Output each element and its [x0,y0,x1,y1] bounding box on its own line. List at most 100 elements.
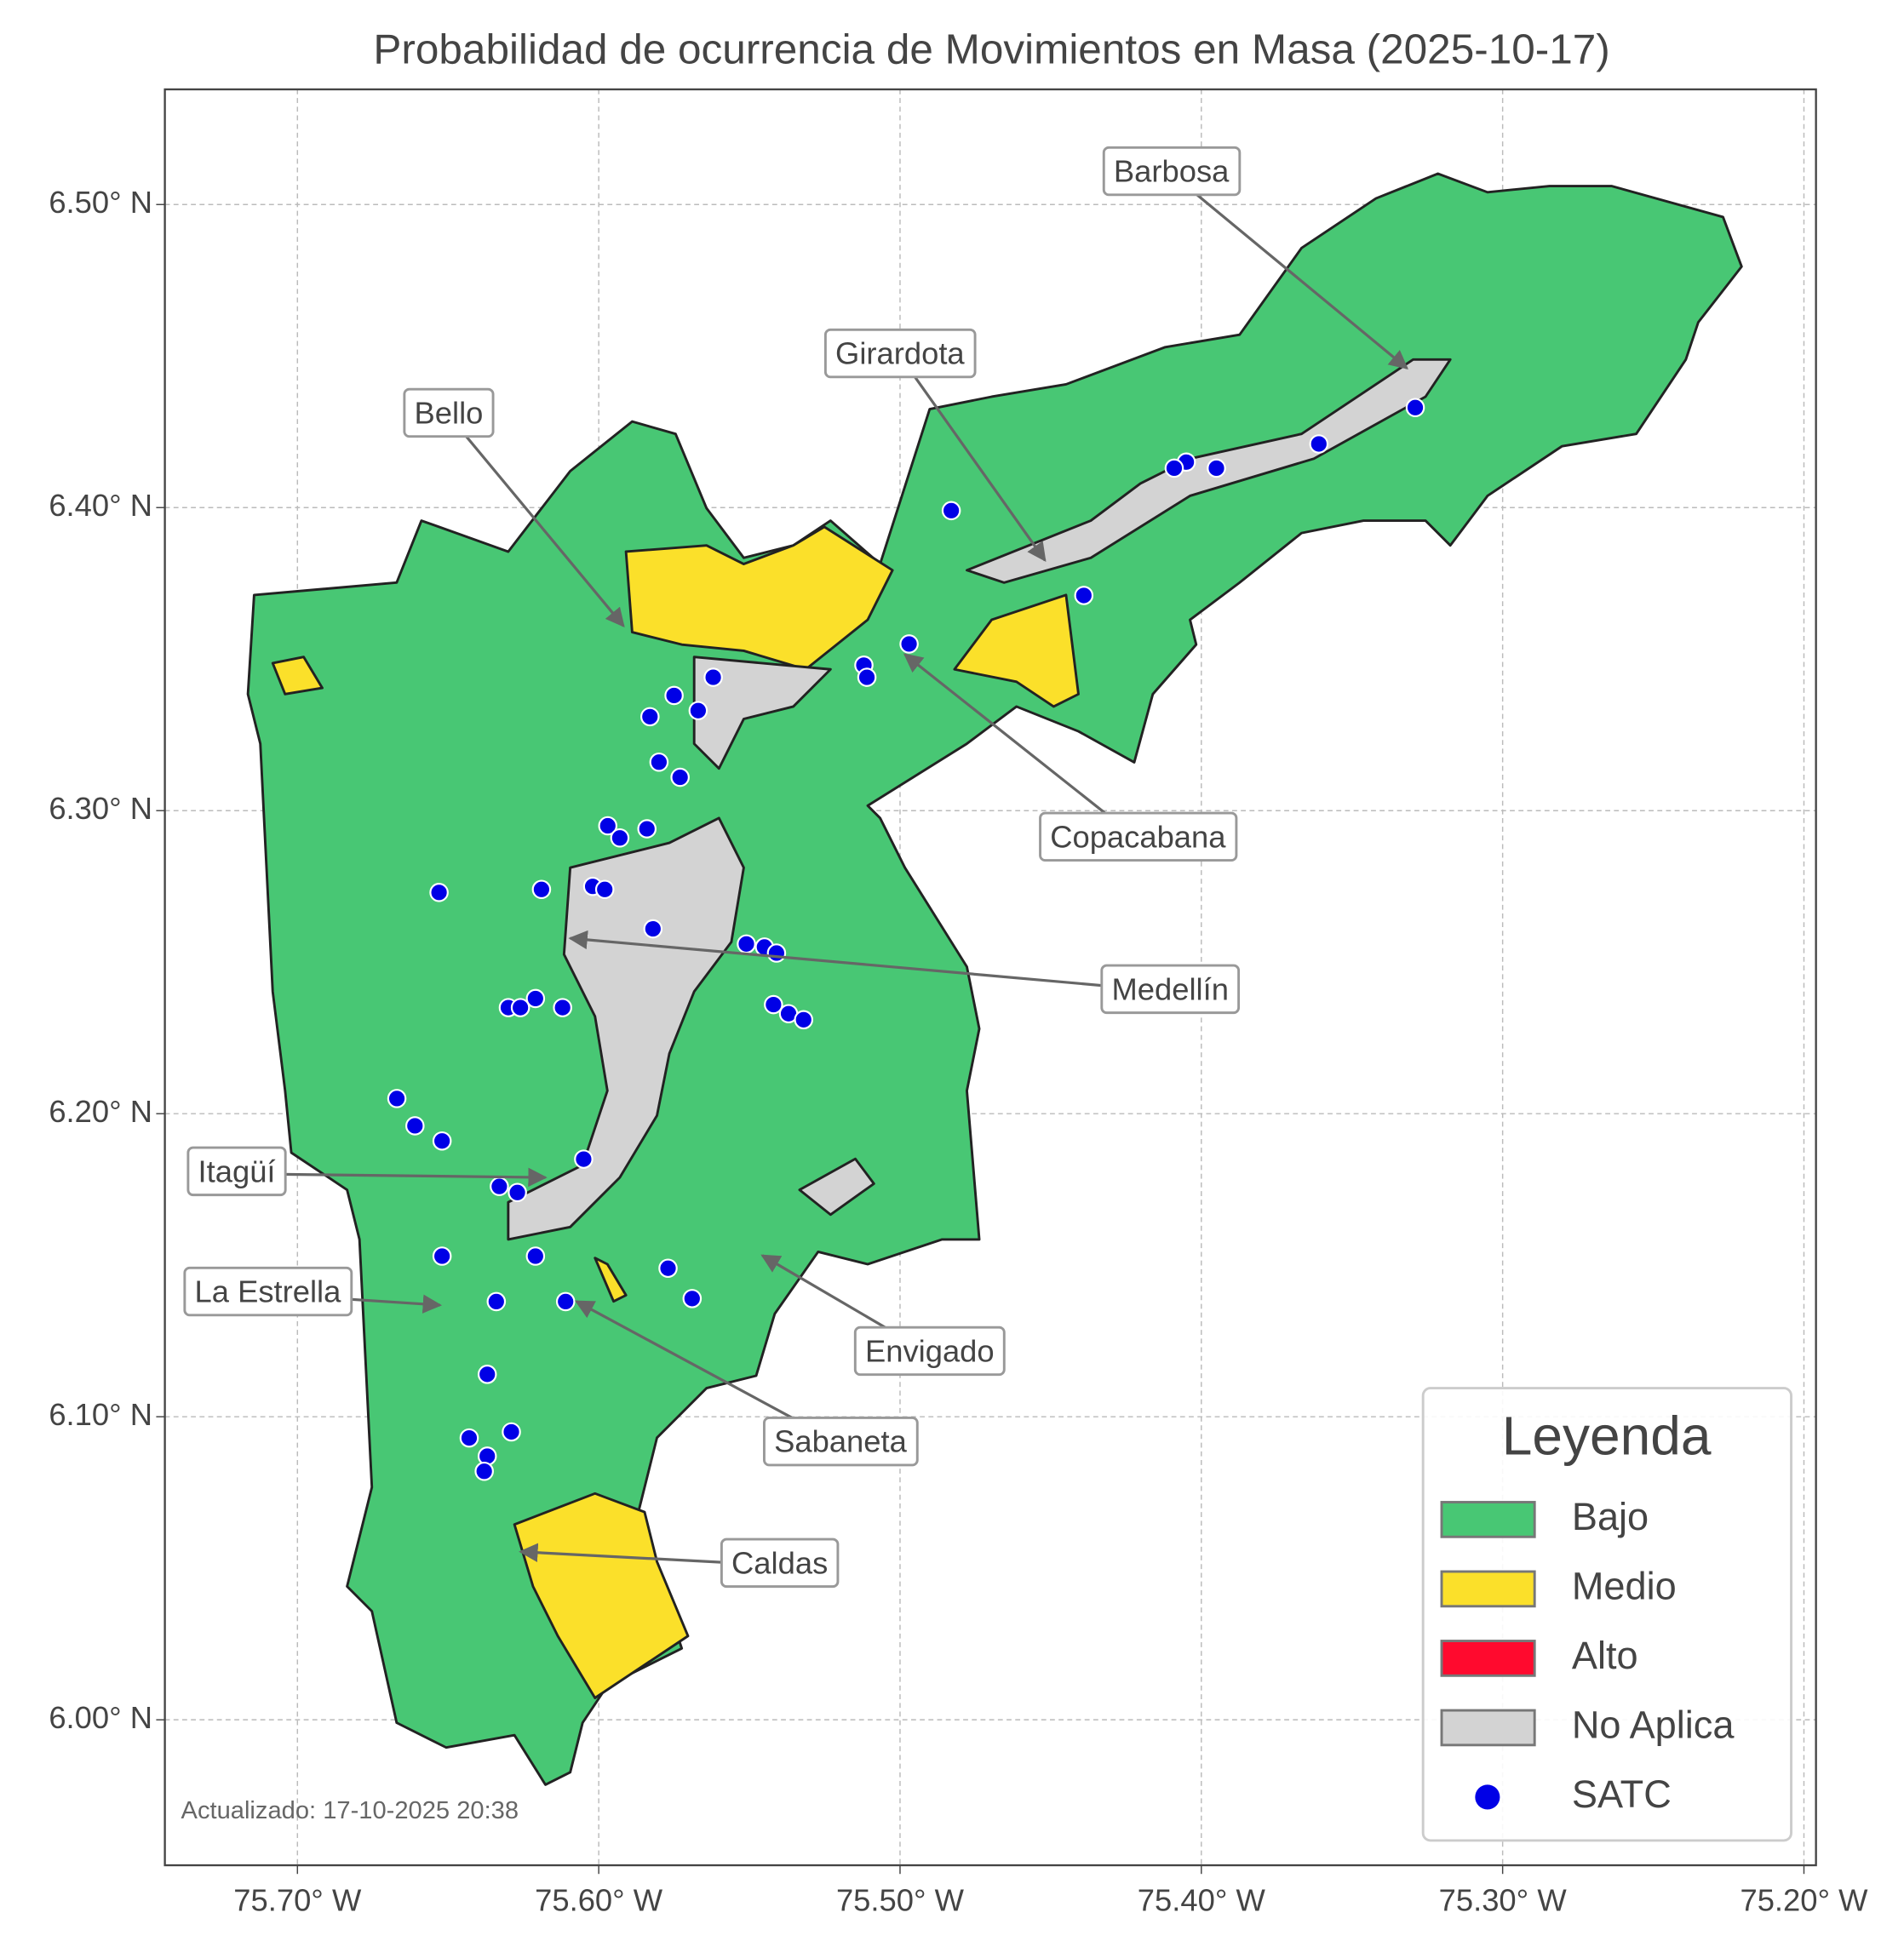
satc-point [510,998,530,1017]
satc-point [508,1182,527,1203]
satc-point [857,667,877,687]
annotation: Sabaneta [763,1416,919,1467]
annotation: Medellín [1100,964,1241,1015]
annotations: Barbosa Girardota Bello Copacabana Medellín I… [183,146,1408,1589]
annotation: Barbosa [1102,146,1242,197]
satc-point [610,827,630,848]
legend-swatch [1440,1640,1536,1677]
annotation: Girardota [823,328,977,379]
satc-point [1309,434,1329,454]
annotation-label: La Estrella [195,1274,342,1309]
satc-point [555,1291,576,1312]
y-tick-label: 6.50° N [49,185,152,220]
region [513,1492,690,1699]
legend-label: Medio [1572,1564,1677,1607]
satc-point [737,934,756,954]
legend-label: Bajo [1572,1495,1649,1538]
x-tick-label: 75.30° W [1439,1882,1568,1917]
annotation-label: Itagüí [198,1154,276,1188]
satc-point [525,988,546,1009]
legend-label: Alto [1572,1634,1638,1677]
satc-point [594,879,615,900]
satc-point [764,994,783,1015]
annotation: Itagüí [186,1146,287,1197]
satc-point [1164,458,1184,478]
region [271,656,324,696]
satc-point [459,1428,479,1448]
satc-point [682,1289,703,1308]
annotation-box [1039,811,1238,862]
region [798,1157,875,1217]
legend-label: No Aplica [1572,1703,1735,1746]
y-tick-label: 6.10° N [49,1397,152,1432]
region [692,656,832,770]
legend: Leyenda Bajo Medio Alto No Aplica SATC [1421,1387,1792,1842]
annotation-arrow [903,653,1139,840]
satc-point [643,919,663,939]
satc-point [432,1246,452,1266]
annotation-box [823,328,977,379]
annotation-box [763,1416,919,1467]
x-tick-label: 75.20° W [1740,1882,1868,1917]
satc-point [474,1461,494,1481]
legend-swatch [1440,1570,1536,1608]
annotation: La Estrella [183,1266,353,1317]
satc-point [640,707,660,727]
annotation-box [183,1266,353,1317]
region [507,816,745,1241]
satc-point [1405,398,1425,418]
region [594,1257,628,1303]
satc-point [502,1422,521,1442]
x-tick-label: 75.60° W [535,1882,663,1917]
annotation-box [186,1146,287,1197]
satc-point [794,1010,814,1030]
satc-point [531,879,552,900]
satc-point [941,501,961,521]
annotation-box [1102,146,1242,197]
region [953,593,1080,708]
satc-point [899,634,919,654]
annotation-label: Copacabana [1050,819,1226,854]
satc-point [525,1246,546,1266]
x-tick-label: 75.40° W [1138,1882,1266,1917]
annotation-arrow [237,1167,548,1188]
y-tick-label: 6.00° N [49,1700,152,1735]
annotation-box [853,1325,1006,1377]
satc-point [670,767,690,787]
annotation-label: Barbosa [1114,154,1230,189]
annotation: Copacabana [1039,811,1238,862]
annotation-box [720,1537,840,1589]
plot-frame [163,88,1817,1867]
legend-swatch [1440,1501,1536,1538]
satc-point [490,1177,509,1196]
annotation-box [403,387,495,438]
satc-point [637,819,657,839]
satc-point [703,667,723,687]
annotation: Envigado [853,1325,1006,1377]
satc-point [574,1149,594,1169]
region [246,172,1743,1786]
annotation-label: Caldas [731,1545,828,1580]
chart-title: Probabilidad de ocurrencia de Movimiento… [373,26,1609,72]
satc-point [598,816,618,836]
annotation-label: Sabaneta [774,1424,908,1459]
annotation-arrow [1170,172,1408,369]
annotation-arrow [898,355,1047,562]
legend-title: Leyenda [1502,1406,1712,1467]
regions [246,172,1743,1786]
legend-swatch [1440,1709,1536,1747]
y-tick-label: 6.20° N [49,1094,152,1129]
y-tick-label: 6.40° N [49,488,152,523]
y-tick-label: 6.30° N [49,791,152,826]
satc-point [1207,458,1226,478]
satc-point [553,998,572,1017]
update-note: Actualizado: 17-10-2025 20:38 [181,1797,519,1824]
satc-point [688,701,708,721]
annotation-box [1100,964,1241,1015]
satc-point [405,1116,425,1136]
satc-points [387,398,1425,1481]
legend-marker [1475,1784,1500,1810]
annotation-arrow [568,930,1171,993]
